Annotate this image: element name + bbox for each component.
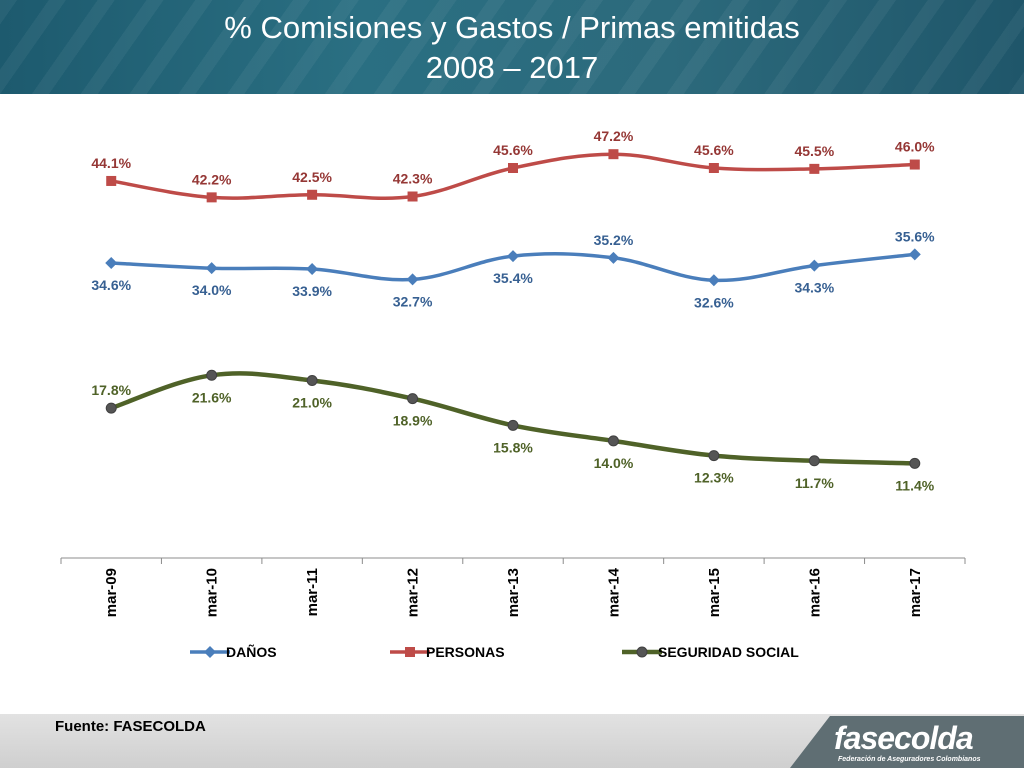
data-point-marker (909, 159, 920, 170)
data-point-marker (206, 369, 218, 381)
data-label: 35.2% (594, 232, 634, 248)
x-tick-label: mar-11 (304, 568, 321, 616)
legend-marker (405, 647, 415, 657)
data-label: 42.5% (292, 169, 332, 185)
data-point-marker (707, 274, 720, 287)
x-tick-label: mar-15 (706, 568, 723, 617)
data-point-marker (407, 191, 418, 202)
data-label: 14.0% (594, 455, 634, 471)
data-point-marker (508, 163, 518, 173)
data-label: 15.8% (493, 439, 533, 455)
data-point-marker (708, 450, 720, 462)
source-note: Fuente: FASECOLDA (55, 718, 206, 735)
data-label: 11.4% (895, 477, 934, 493)
data-label: 44.1% (91, 155, 131, 171)
data-label: 35.4% (493, 270, 533, 286)
data-point-marker (306, 374, 318, 386)
data-point-marker (808, 259, 821, 272)
data-label: 17.8% (91, 382, 131, 398)
data-label: 46.0% (895, 139, 935, 155)
data-label: 11.7% (795, 475, 834, 491)
data-point-marker (607, 251, 620, 264)
x-tick-label: mar-09 (103, 568, 120, 617)
fasecolda-logo: fasecolda Federación de Aseguradores Col… (790, 716, 1024, 768)
data-point-marker (608, 149, 619, 160)
title-line-2: 2008 – 2017 (425, 50, 599, 85)
series-line-1 (109, 152, 917, 200)
data-label: 45.5% (794, 143, 834, 159)
data-point-marker (407, 393, 419, 405)
banner-pattern (0, 0, 1024, 94)
data-point-marker (306, 263, 319, 276)
data-label: 21.0% (292, 394, 332, 410)
x-tick-label: mar-16 (806, 568, 823, 617)
data-label: 33.9% (292, 283, 332, 299)
data-point-marker (105, 257, 118, 269)
data-label: 21.6% (192, 389, 232, 405)
x-tick-label: mar-10 (204, 568, 221, 617)
x-tick-label: mar-14 (605, 567, 622, 617)
data-label: 12.3% (694, 470, 734, 486)
data-label: 32.6% (694, 294, 734, 310)
x-tick-label: mar-12 (405, 568, 422, 617)
data-point-marker (908, 248, 921, 261)
data-point-marker (507, 419, 519, 431)
data-point-marker (205, 262, 218, 275)
data-label: 32.7% (393, 293, 433, 309)
data-label: 47.2% (594, 128, 634, 144)
slide-title: % Comisiones y Gastos / Primas emitidas … (0, 8, 1024, 88)
line-chart: mar-09 mar-10 mar-11 mar-12 mar-13 mar-14 mar-… (60, 128, 966, 660)
x-tick-label: mar-17 (907, 568, 924, 617)
data-point-marker (607, 435, 619, 447)
logo-background (790, 716, 1024, 768)
data-label: 45.6% (493, 142, 533, 158)
title-line-1: % Comisiones y Gastos / Primas emitidas (224, 10, 800, 45)
data-label: 18.9% (393, 413, 433, 429)
data-point-marker (105, 402, 117, 414)
legend-marker (636, 646, 648, 658)
logo-subtext: Federación de Aseguradores Colombianos (838, 756, 981, 763)
data-label: 42.3% (393, 171, 433, 187)
legend-label: PERSONAS (426, 644, 505, 660)
data-point-marker (106, 175, 117, 186)
data-point-marker (206, 192, 217, 203)
data-label: 45.6% (694, 142, 734, 158)
data-label: 34.3% (794, 280, 834, 296)
legend-marker (204, 646, 216, 658)
data-point-marker (808, 455, 820, 467)
data-point-marker (708, 163, 719, 173)
x-tick-label: mar-13 (505, 568, 522, 617)
data-label: 35.6% (895, 228, 935, 244)
legend-label: DAÑOS (226, 643, 277, 660)
data-label: 34.6% (91, 277, 131, 293)
data-label: 34.0% (192, 282, 232, 298)
data-point-marker (909, 457, 921, 469)
title-banner: % Comisiones y Gastos / Primas emitidas … (0, 0, 1024, 94)
data-label: 42.2% (192, 171, 232, 187)
data-point-marker (406, 273, 419, 286)
legend-label: SEGURIDAD SOCIAL (658, 644, 799, 660)
data-point-marker (307, 189, 318, 200)
data-point-marker (507, 250, 519, 263)
data-point-marker (809, 163, 820, 174)
logo-text: fasecolda (834, 720, 974, 756)
